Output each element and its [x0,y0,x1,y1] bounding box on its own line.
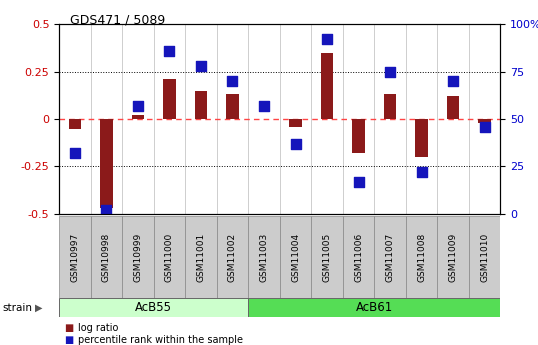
Bar [226,94,239,119]
Text: GSM10997: GSM10997 [70,233,80,282]
Text: percentile rank within the sample: percentile rank within the sample [78,335,243,345]
Bar [352,119,365,153]
Bar [406,216,437,298]
Point [386,69,394,74]
Point [480,124,489,129]
Bar [185,216,217,298]
Bar [478,119,491,123]
Bar [132,115,144,119]
Bar [343,216,374,298]
Bar [321,52,334,119]
Text: GSM11000: GSM11000 [165,233,174,282]
Point [291,141,300,146]
Point [70,150,79,156]
Text: GDS471 / 5089: GDS471 / 5089 [70,14,165,27]
Text: GSM10999: GSM10999 [133,233,143,282]
Text: ■: ■ [65,335,74,345]
Text: AcB61: AcB61 [356,302,393,314]
Text: GSM11009: GSM11009 [449,233,458,282]
Text: GSM11002: GSM11002 [228,233,237,282]
Text: GSM11007: GSM11007 [386,233,394,282]
Text: GSM11008: GSM11008 [417,233,426,282]
Text: GSM11001: GSM11001 [196,233,206,282]
Bar [469,216,500,298]
Bar [59,298,248,317]
Text: ▶: ▶ [35,303,43,313]
Bar [374,216,406,298]
Bar [384,94,397,119]
Bar [69,119,81,128]
Point [102,207,111,213]
Text: ■: ■ [65,324,74,333]
Bar [122,216,154,298]
Text: GSM11006: GSM11006 [354,233,363,282]
Bar [154,216,185,298]
Point [165,48,174,53]
Bar [195,90,207,119]
Text: AcB55: AcB55 [135,302,172,314]
Bar [248,298,500,317]
Bar [248,216,280,298]
Text: strain: strain [3,303,33,313]
Point [449,78,457,84]
Point [133,103,142,108]
Point [260,103,268,108]
Point [323,37,331,42]
Bar [447,96,459,119]
Bar [91,216,122,298]
Bar [280,216,312,298]
Text: GSM11005: GSM11005 [322,233,331,282]
Point [197,63,206,69]
Text: GSM11003: GSM11003 [259,233,268,282]
Text: GSM11010: GSM11010 [480,233,489,282]
Bar [312,216,343,298]
Bar [289,119,302,127]
Bar [59,216,91,298]
Point [354,179,363,184]
Point [228,78,237,84]
Bar [163,79,176,119]
Text: GSM10998: GSM10998 [102,233,111,282]
Text: log ratio: log ratio [78,324,118,333]
Bar [415,119,428,157]
Point [417,169,426,175]
Bar [437,216,469,298]
Bar [217,216,248,298]
Bar [100,119,113,208]
Text: GSM11004: GSM11004 [291,233,300,282]
